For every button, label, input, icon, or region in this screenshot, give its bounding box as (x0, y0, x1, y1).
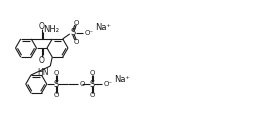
Text: O: O (74, 20, 79, 26)
Text: S: S (70, 28, 75, 37)
Text: O: O (54, 92, 59, 98)
Text: O: O (74, 39, 79, 45)
Text: S: S (53, 80, 58, 89)
Text: O⁻: O⁻ (104, 81, 113, 87)
Text: NH₂: NH₂ (43, 25, 59, 34)
Text: S: S (89, 80, 94, 89)
Text: O: O (90, 92, 95, 98)
Text: HN: HN (37, 68, 48, 77)
Text: O: O (39, 56, 45, 65)
Text: O⁻: O⁻ (85, 30, 94, 36)
Text: O: O (80, 81, 85, 87)
Text: Na⁺: Na⁺ (114, 75, 130, 84)
Text: Na⁺: Na⁺ (95, 23, 111, 32)
Text: O: O (54, 70, 59, 76)
Text: O: O (39, 22, 45, 31)
Text: O: O (90, 70, 95, 76)
